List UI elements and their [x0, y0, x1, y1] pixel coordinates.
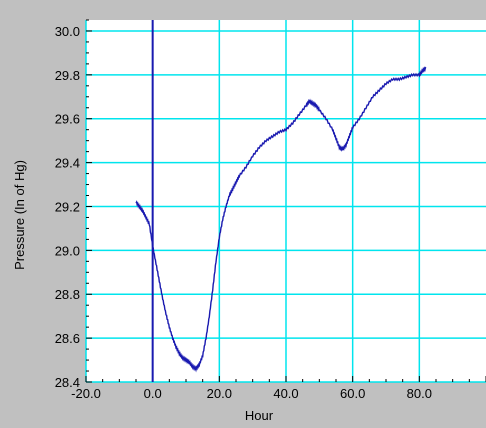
y-tick-label: 28.6 [55, 331, 80, 346]
y-tick-label: 30.0 [55, 24, 80, 39]
y-tick-label: 29.2 [55, 199, 80, 214]
y-tick-label: 29.0 [55, 243, 80, 258]
x-tick-label: -20.0 [71, 386, 101, 401]
y-tick-label: 28.4 [55, 375, 80, 390]
x-tick-label: 60.0 [340, 386, 365, 401]
x-tick-label: 0.0 [144, 386, 162, 401]
y-tick-label: 29.4 [55, 156, 80, 171]
x-tick-label: 80.0 [407, 386, 432, 401]
y-tick-label: 29.8 [55, 68, 80, 83]
tick-labels: 28.4 28.6 28.8 29.0 29.2 29.4 29.6 29.8 30.0 -20.… [55, 24, 432, 401]
x-tick-label: 40.0 [273, 386, 298, 401]
minor-ticks [85, 19, 486, 383]
y-tick-label: 28.8 [55, 287, 80, 302]
x-tick-label: 20.0 [207, 386, 232, 401]
y-axis-label: Pressure (In of Hg) [12, 160, 27, 270]
x-axis-label: Hour [245, 408, 274, 423]
y-tick-label: 29.6 [55, 112, 80, 127]
pressure-series-line [135, 66, 427, 373]
